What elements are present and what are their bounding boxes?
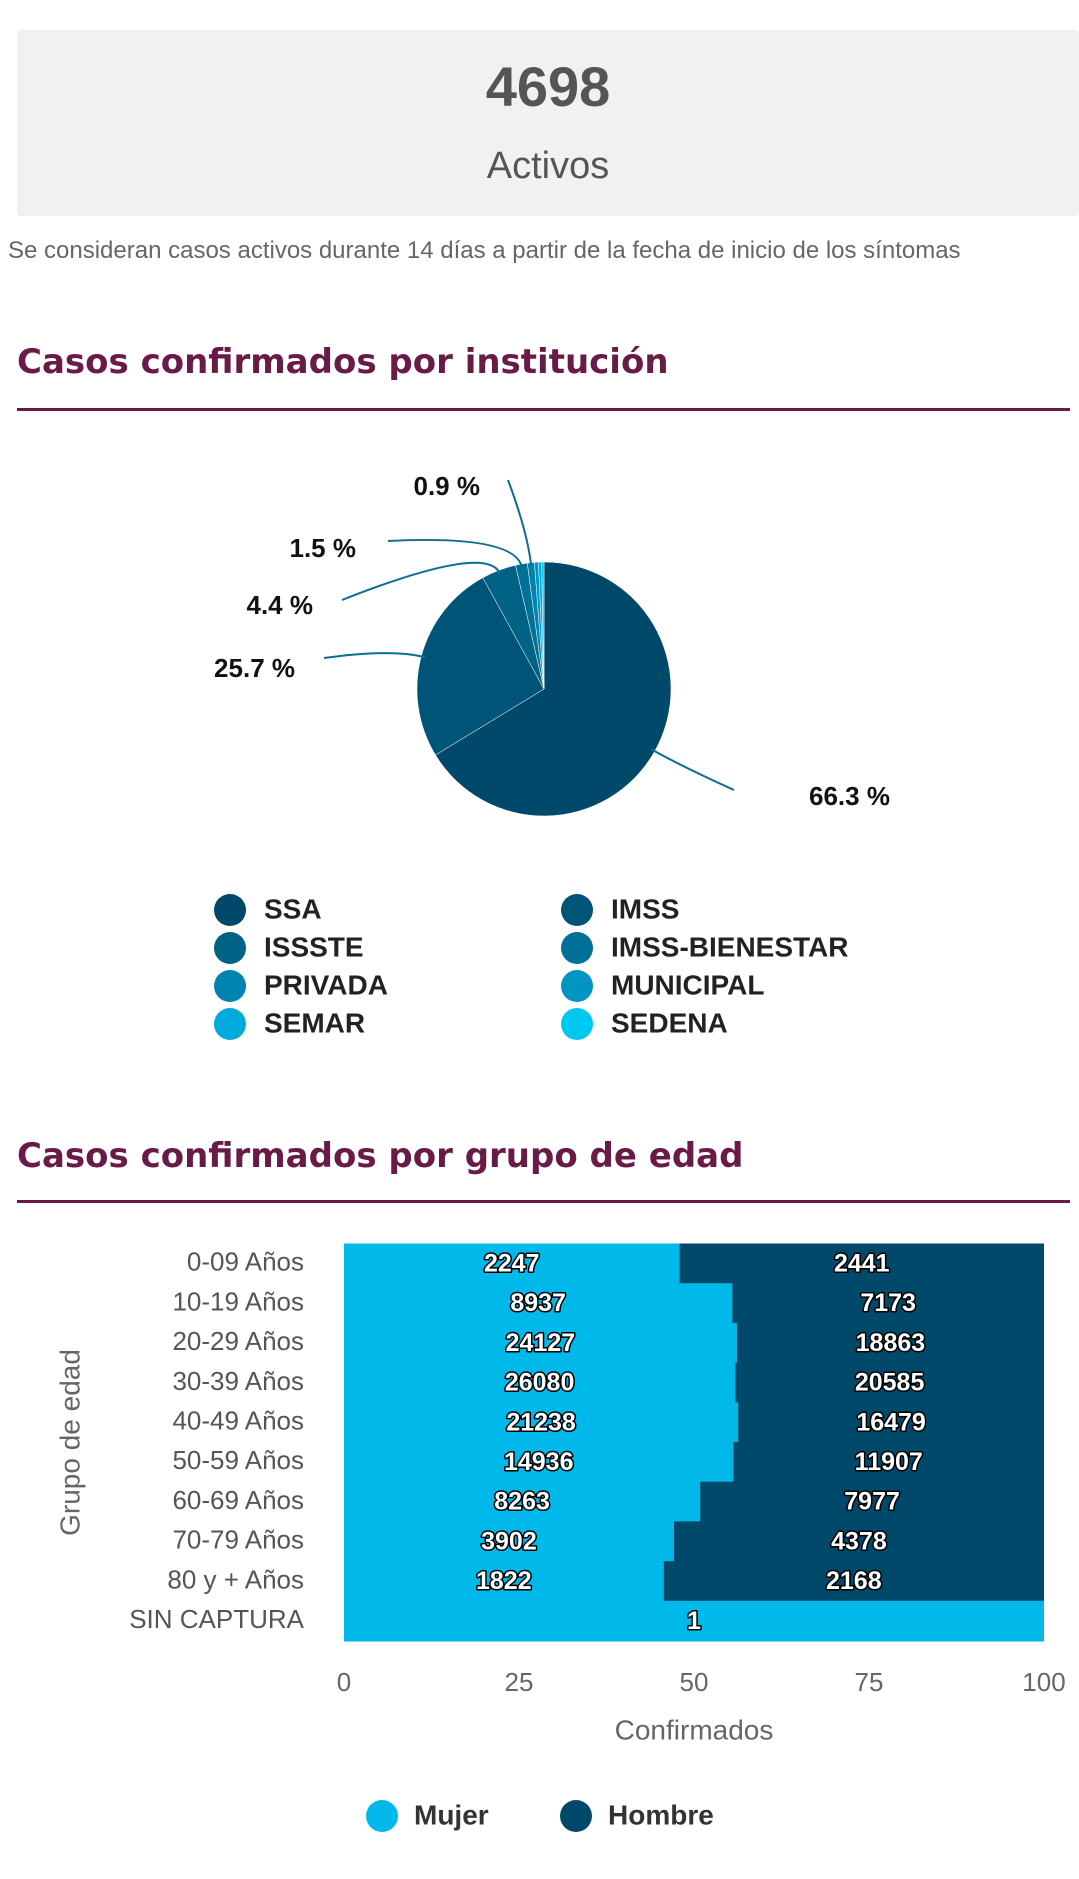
legend-swatch bbox=[214, 970, 246, 1002]
legend-label: SEDENA bbox=[611, 1007, 728, 1038]
legend-swatch bbox=[560, 1800, 592, 1832]
legend-label: IMSS bbox=[611, 893, 679, 924]
data-label: 4.4 % bbox=[247, 590, 314, 620]
legend-label: SSA bbox=[264, 893, 322, 924]
bar-segment bbox=[344, 1442, 734, 1483]
section-title: Casos confirmados por institución bbox=[17, 342, 669, 382]
data-label: 16479 bbox=[856, 1408, 926, 1436]
legend-label: MUNICIPAL bbox=[611, 969, 764, 1000]
legend-label: SEMAR bbox=[264, 1007, 365, 1038]
bar-segment bbox=[344, 1561, 664, 1602]
stat-card: 4698 Activos bbox=[17, 30, 1079, 216]
legend-label: Hombre bbox=[608, 1799, 714, 1830]
note: Se consideran casos activos durante 14 d… bbox=[8, 237, 961, 264]
data-label: 2247 bbox=[484, 1249, 540, 1277]
data-label: 3902 bbox=[481, 1527, 537, 1555]
leader-line bbox=[507, 479, 533, 567]
data-label: 21238 bbox=[506, 1408, 576, 1436]
y-tick-label: 60-69 Años bbox=[172, 1485, 304, 1515]
bar-segment bbox=[344, 1402, 739, 1443]
divider bbox=[17, 1200, 1070, 1203]
bar-segment bbox=[700, 1481, 1044, 1523]
data-label: 1.5 % bbox=[290, 533, 357, 563]
y-tick-label: 40-49 Años bbox=[172, 1406, 304, 1436]
data-label: 0.9 % bbox=[414, 471, 481, 501]
y-tick-label: 30-39 Años bbox=[172, 1366, 304, 1396]
bar-segment bbox=[344, 1283, 733, 1324]
legend-label: PRIVADA bbox=[264, 969, 388, 1000]
x-axis-label: Confirmados bbox=[615, 1714, 774, 1745]
legend-swatch bbox=[366, 1800, 398, 1832]
y-tick-label: 80 y + Años bbox=[167, 1564, 304, 1594]
bar-segment bbox=[738, 1402, 1044, 1443]
data-label: 8263 bbox=[494, 1488, 550, 1516]
x-tick-label: 25 bbox=[505, 1667, 534, 1697]
y-tick-label: 20-29 Años bbox=[172, 1326, 304, 1356]
y-tick-label: 10-19 Años bbox=[172, 1286, 304, 1316]
divider bbox=[17, 408, 1070, 411]
bar-segment bbox=[679, 1243, 1044, 1285]
legend-swatch bbox=[214, 1008, 246, 1040]
legend-swatch bbox=[561, 1008, 593, 1040]
bar-segment bbox=[344, 1600, 1044, 1642]
stat-label: Activos bbox=[486, 145, 610, 187]
bar-segment bbox=[344, 1521, 674, 1563]
bar-segment bbox=[673, 1521, 1044, 1563]
data-label: 66.3 % bbox=[809, 781, 890, 811]
data-label: 20585 bbox=[855, 1369, 925, 1397]
legend-swatch bbox=[214, 932, 246, 964]
bar-segment bbox=[344, 1481, 701, 1523]
x-tick-label: 75 bbox=[855, 1667, 884, 1697]
legend-label: IMSS-BIENESTAR bbox=[611, 931, 849, 962]
data-label: 8937 bbox=[510, 1289, 566, 1317]
x-tick-label: 100 bbox=[1022, 1667, 1065, 1697]
data-label: 2441 bbox=[834, 1249, 890, 1277]
stat-value: 4698 bbox=[485, 55, 611, 118]
bar-segment bbox=[344, 1362, 736, 1404]
bar-segment bbox=[735, 1362, 1044, 1404]
leader-line bbox=[650, 748, 735, 791]
leader-line bbox=[341, 561, 502, 601]
bar-segment bbox=[732, 1283, 1044, 1324]
x-tick-label: 50 bbox=[680, 1667, 709, 1697]
legend-swatch bbox=[561, 970, 593, 1002]
data-label: 1822 bbox=[476, 1567, 532, 1595]
leader-line bbox=[323, 652, 426, 659]
y-tick-label: SIN CAPTURA bbox=[129, 1604, 304, 1634]
data-label: 24127 bbox=[506, 1329, 576, 1357]
leader-line bbox=[387, 538, 524, 569]
legend-swatch bbox=[561, 932, 593, 964]
data-label: 14936 bbox=[504, 1448, 574, 1476]
bar-segment bbox=[344, 1243, 680, 1285]
legend-swatch bbox=[561, 894, 593, 926]
bar-segment bbox=[736, 1322, 1044, 1364]
bar-segment bbox=[663, 1561, 1044, 1602]
data-label: 25.7 % bbox=[214, 653, 295, 683]
data-label: 11907 bbox=[855, 1448, 923, 1476]
bar-segment bbox=[344, 1322, 737, 1364]
pie-slice bbox=[541, 561, 545, 690]
data-label: 7977 bbox=[844, 1488, 900, 1516]
legend-label: ISSSTE bbox=[264, 931, 364, 962]
data-label: 26080 bbox=[505, 1369, 575, 1397]
section-title: Casos confirmados por grupo de edad bbox=[17, 1136, 744, 1176]
y-tick-label: 50-59 Años bbox=[172, 1445, 304, 1475]
data-label: 7173 bbox=[860, 1289, 916, 1317]
legend-swatch bbox=[214, 894, 246, 926]
y-axis-label: Grupo de edad bbox=[54, 1349, 85, 1536]
bar-segment bbox=[733, 1442, 1044, 1483]
legend-label: Mujer bbox=[414, 1799, 489, 1830]
x-tick-label: 0 bbox=[337, 1667, 351, 1697]
data-label: 1 bbox=[687, 1607, 701, 1635]
data-label: 18863 bbox=[856, 1329, 926, 1357]
y-tick-label: 0-09 Años bbox=[187, 1247, 304, 1277]
data-label: 4378 bbox=[831, 1527, 887, 1555]
y-tick-label: 70-79 Años bbox=[172, 1525, 304, 1555]
data-label: 2168 bbox=[826, 1567, 882, 1595]
